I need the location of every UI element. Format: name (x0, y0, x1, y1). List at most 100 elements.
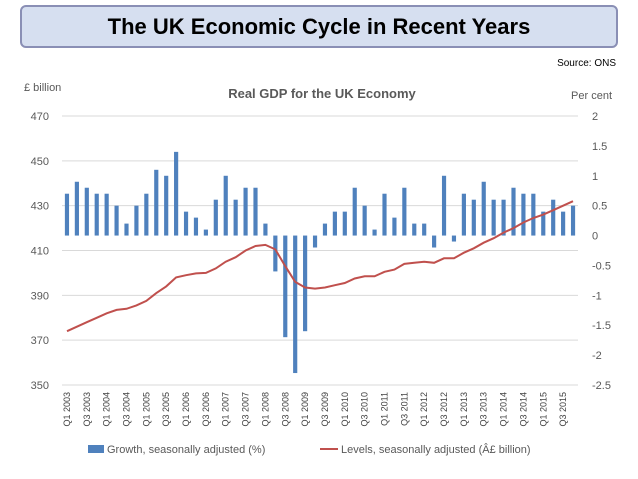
left-tick-label: 450 (31, 156, 49, 168)
right-tick-label: -0.5 (592, 260, 611, 272)
x-tick-label: Q3 2014 (518, 392, 528, 427)
legend-bar-label: Growth, seasonally adjusted (%) (107, 444, 265, 456)
x-tick-label: Q3 2013 (479, 392, 489, 427)
right-tick-label: -1.5 (592, 320, 611, 332)
x-tick-label: Q1 2008 (260, 392, 270, 427)
growth-bar (124, 223, 129, 236)
levels-line (66, 200, 574, 333)
left-tick-label: 430 (31, 201, 49, 213)
page-title: The UK Economic Cycle in Recent Years (107, 13, 531, 39)
x-tick-label: Q1 2012 (419, 392, 429, 427)
growth-bar (233, 199, 238, 236)
chart-title: Real GDP for the UK Economy (228, 86, 416, 101)
legend-line-label: Levels, seasonally adjusted (Â£ billion) (341, 443, 531, 456)
growth-bar (104, 193, 109, 236)
growth-bar (481, 181, 486, 236)
growth-bar (531, 193, 536, 236)
left-tick-label: 390 (31, 290, 49, 302)
growth-bar (461, 193, 466, 236)
right-axis-ticks: 2 1.5 1 0.5 0 -0.5 -1 -1.5 -2 -2.5 (592, 111, 611, 392)
growth-bar (551, 199, 556, 236)
growth-bar (193, 217, 199, 236)
growth-bar (74, 181, 79, 236)
growth-bar (521, 193, 526, 236)
growth-bar (511, 187, 516, 236)
growth-bar (312, 235, 318, 248)
growth-bar (94, 193, 99, 236)
growth-bar (372, 229, 377, 236)
x-tick-label: Q1 2010 (340, 392, 350, 427)
x-tick-label: Q1 2009 (300, 392, 310, 427)
right-tick-label: -2 (592, 350, 602, 362)
x-tick-label: Q3 2004 (122, 392, 132, 427)
growth-bar (174, 151, 179, 236)
levels-line-path (66, 200, 574, 333)
growth-bar (293, 235, 298, 374)
growth-bar (432, 235, 437, 248)
x-tick-label: Q1 2013 (459, 392, 469, 427)
left-axis-label: £ billion (24, 82, 61, 94)
growth-bar (451, 235, 457, 242)
x-tick-label: Q3 2005 (161, 392, 171, 427)
x-tick-label: Q3 2011 (399, 392, 409, 426)
growth-bar (223, 175, 228, 236)
x-tick-label: Q1 2014 (499, 392, 509, 427)
x-tick-label: Q3 2008 (280, 392, 290, 427)
growth-bar (253, 187, 258, 236)
x-tick-label: Q1 2005 (141, 392, 151, 427)
growth-bar (441, 175, 447, 236)
growth-bar (283, 235, 288, 338)
x-tick-label: Q1 2003 (62, 392, 72, 427)
growth-bar (382, 193, 387, 236)
left-axis-ticks: 470 450 430 410 390 370 350 (31, 111, 49, 392)
x-tick-label: Q3 2015 (558, 392, 568, 427)
left-tick-label: 350 (31, 380, 49, 392)
x-tick-label: Q3 2003 (82, 392, 92, 427)
x-tick-label: Q1 2007 (221, 392, 231, 427)
growth-bar (154, 169, 159, 236)
legend: Growth, seasonally adjusted (%) Levels, … (88, 443, 531, 456)
growth-bar (64, 193, 70, 236)
growth-bar (114, 205, 119, 236)
right-axis-label: Per cent (571, 90, 612, 102)
right-tick-label: -1 (592, 290, 602, 302)
left-tick-label: 470 (31, 111, 49, 123)
growth-bar (134, 205, 139, 236)
left-tick-label: 370 (31, 335, 49, 347)
legend-bar-swatch (88, 445, 104, 453)
growth-bars (64, 151, 576, 374)
right-tick-label: -2.5 (592, 380, 611, 392)
growth-bar (332, 211, 337, 236)
growth-bar (263, 223, 268, 236)
growth-bar (392, 217, 397, 236)
title-banner: The UK Economic Cycle in Recent Years (20, 5, 618, 48)
source-note: Source: ONS (557, 58, 616, 69)
gridlines (62, 115, 578, 386)
right-tick-label: 2 (592, 111, 598, 123)
x-tick-label: Q1 2015 (538, 392, 548, 427)
growth-bar (471, 199, 476, 236)
x-tick-label: Q1 2004 (102, 392, 112, 427)
growth-bar (303, 235, 308, 332)
growth-bar (164, 175, 169, 236)
growth-bar (203, 229, 208, 236)
x-tick-label: Q3 2009 (320, 392, 330, 427)
growth-bar (412, 223, 417, 236)
x-tick-label: Q3 2007 (241, 392, 251, 427)
right-tick-label: 1 (592, 171, 598, 183)
right-tick-label: 1.5 (592, 141, 607, 153)
growth-bar (342, 211, 347, 236)
left-tick-label: 410 (31, 246, 49, 258)
growth-bar (243, 187, 248, 236)
right-tick-label: 0.5 (592, 201, 607, 213)
growth-bar (422, 223, 427, 236)
growth-bar (84, 187, 89, 236)
growth-bar (491, 199, 496, 236)
x-tick-label: Q1 2006 (181, 392, 191, 427)
growth-bar (541, 211, 546, 236)
growth-bar (144, 193, 149, 236)
x-tick-label: Q3 2010 (360, 392, 370, 427)
growth-bar (561, 211, 566, 236)
x-axis-ticks: Q1 2003 Q3 2003 Q1 2004 Q3 2004 Q1 2005 Q3 20… (62, 392, 568, 427)
